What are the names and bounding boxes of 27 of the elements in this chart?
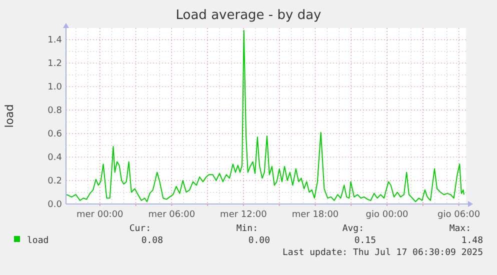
y-tick-label: 0.8 [48,106,62,116]
x-tick-label: mer 06:00 [148,210,196,220]
y-tick-label: 1.0 [48,82,62,93]
y-tick-label: 1.2 [48,59,62,70]
x-tick-label: gio 00:00 [366,210,409,220]
y-tick-label: 1.4 [48,36,62,46]
y-tick-label: 0.0 [48,200,62,210]
text: 1.48 [461,236,483,246]
x-tick-label: mer 00:00 [76,210,124,220]
text: Last update: Thu Jul 17 06:30:09 2025 [282,248,483,258]
text: Cur: [129,224,151,234]
text: Min: [236,224,258,234]
text: 0.08 [141,236,163,246]
y-tick-label: 0.2 [48,176,62,187]
x-tick-label: mer 18:00 [292,210,339,220]
y-tick-label: 0.4 [48,153,62,164]
y-tick-label: 0.6 [48,130,62,140]
y-axis-title: load [3,104,16,128]
x-tick-label: mer 12:00 [220,210,268,220]
text: Max: [449,224,471,234]
text: Avg: [342,224,364,234]
chart-title: Load average - by day [176,8,322,23]
x-tick-label: gio 06:00 [438,210,480,220]
legend-label: load [27,236,49,246]
line-series [66,30,465,202]
text: 0.15 [354,236,376,246]
text: 0.00 [248,236,270,246]
